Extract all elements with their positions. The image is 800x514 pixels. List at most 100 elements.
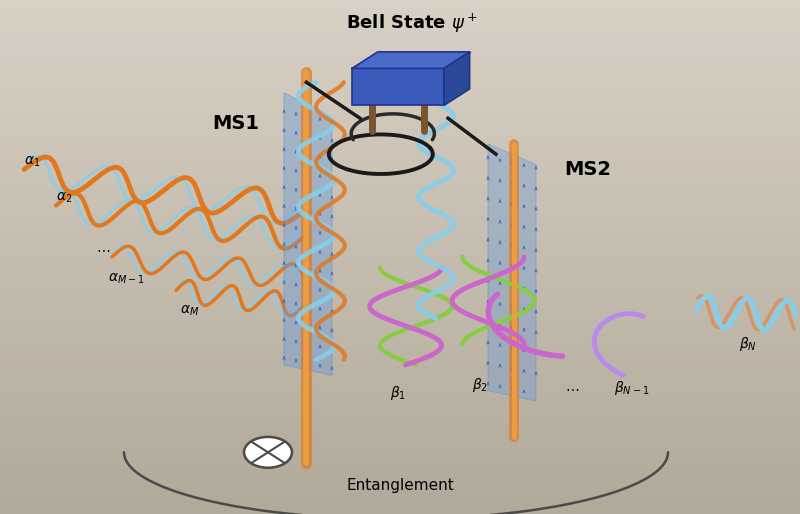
Text: $\alpha_{M-1}$: $\alpha_{M-1}$ [108, 271, 145, 286]
Bar [0, 0, 800, 6]
Bar [0, 128, 800, 135]
Bar [0, 97, 800, 103]
Text: MS1: MS1 [213, 114, 259, 133]
Bar [0, 13, 800, 19]
Bar [0, 58, 800, 64]
Bar [0, 482, 800, 488]
Bar [0, 277, 800, 283]
Text: MS2: MS2 [565, 160, 611, 179]
Bar [0, 122, 800, 128]
Bar [0, 398, 800, 405]
Bar [0, 199, 800, 206]
Bar [0, 411, 800, 417]
Bar [0, 417, 800, 424]
Bar [0, 187, 800, 193]
Bar [352, 68, 444, 105]
Bar [0, 334, 800, 340]
Polygon shape [488, 144, 536, 401]
Bar [0, 51, 800, 58]
Text: $\alpha_2$: $\alpha_2$ [56, 191, 72, 205]
Bar [0, 270, 800, 276]
Bar [0, 206, 800, 212]
Circle shape [244, 437, 292, 468]
Bar [0, 289, 800, 296]
Bar [0, 160, 800, 167]
Bar [0, 225, 800, 231]
Bar [0, 193, 800, 199]
Bar [0, 237, 800, 244]
Text: $\cdots$: $\cdots$ [565, 381, 579, 395]
Bar [0, 424, 800, 431]
Text: $\alpha_1$: $\alpha_1$ [24, 155, 40, 169]
Bar [0, 437, 800, 443]
Bar [0, 32, 800, 39]
Text: $\beta_2$: $\beta_2$ [472, 376, 488, 395]
Bar [0, 84, 800, 90]
Bar [0, 321, 800, 328]
Bar [0, 488, 800, 494]
Bar [0, 180, 800, 187]
Bar [0, 45, 800, 51]
Bar [0, 347, 800, 354]
Bar [0, 257, 800, 263]
Bar [0, 373, 800, 379]
Bar [0, 263, 800, 270]
Text: $\beta_N$: $\beta_N$ [739, 335, 757, 354]
Bar [0, 450, 800, 456]
Bar [0, 218, 800, 225]
Bar [0, 341, 800, 347]
Polygon shape [284, 93, 332, 375]
Bar [0, 20, 800, 26]
Bar [0, 251, 800, 257]
Bar [0, 90, 800, 97]
Polygon shape [444, 52, 470, 105]
Bar [0, 135, 800, 141]
Text: $\cdots$: $\cdots$ [96, 242, 110, 256]
Bar [0, 154, 800, 160]
Bar [0, 308, 800, 315]
Bar [0, 386, 800, 392]
Text: Entanglement: Entanglement [346, 478, 454, 493]
Bar [0, 469, 800, 475]
Bar [0, 167, 800, 174]
Bar [0, 64, 800, 70]
Bar [0, 39, 800, 45]
Bar [0, 456, 800, 463]
Bar [0, 244, 800, 251]
Bar [0, 141, 800, 148]
Bar [0, 366, 800, 373]
Bar [0, 315, 800, 321]
Bar [0, 103, 800, 109]
Bar [0, 26, 800, 32]
Bar [0, 360, 800, 366]
Bar [0, 71, 800, 77]
Bar [0, 7, 800, 13]
Bar [0, 379, 800, 386]
Text: $\beta_{N-1}$: $\beta_{N-1}$ [614, 379, 650, 397]
Text: $\alpha_M$: $\alpha_M$ [180, 304, 199, 318]
Bar [0, 212, 800, 218]
Bar [0, 77, 800, 83]
Bar [0, 508, 800, 514]
Bar [0, 328, 800, 334]
Bar [0, 354, 800, 360]
Bar [0, 443, 800, 450]
Polygon shape [352, 52, 470, 68]
Bar [0, 116, 800, 122]
Text: $\beta_1$: $\beta_1$ [390, 384, 406, 402]
Bar [0, 109, 800, 116]
Text: Bell State $\psi^+$: Bell State $\psi^+$ [346, 11, 478, 35]
Bar [0, 494, 800, 501]
Bar [0, 296, 800, 302]
Bar [0, 283, 800, 289]
Bar [0, 174, 800, 180]
Bar [0, 501, 800, 508]
Bar [0, 475, 800, 482]
Bar [0, 463, 800, 469]
Bar [0, 430, 800, 437]
Bar [0, 148, 800, 154]
Bar [0, 405, 800, 411]
Bar [0, 231, 800, 237]
Bar [0, 302, 800, 308]
Bar [0, 392, 800, 398]
